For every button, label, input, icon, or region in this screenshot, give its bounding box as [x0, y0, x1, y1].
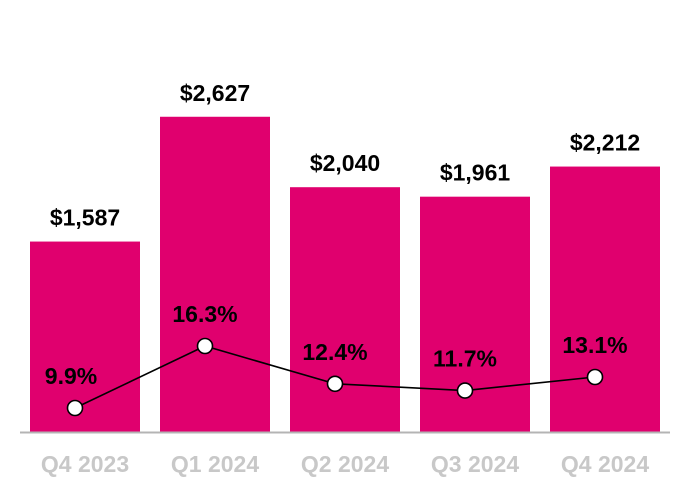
- bars-layer: [30, 116, 660, 432]
- percentage-label: 13.1%: [562, 332, 627, 358]
- bar-value-label: $1,961: [440, 160, 511, 186]
- percentage-label: 9.9%: [45, 363, 97, 389]
- x-tick-label: Q4 2024: [561, 451, 649, 477]
- percentage-label: 12.4%: [302, 339, 367, 365]
- line-series-layer: [66, 337, 604, 417]
- bar-value-label: $2,212: [570, 130, 640, 156]
- percentage-label: 16.3%: [172, 301, 237, 327]
- percentage-marker: [456, 382, 474, 399]
- bar-value-label: $2,627: [180, 80, 250, 106]
- x-tick-label: Q1 2024: [171, 451, 259, 477]
- x-tick-label: Q4 2023: [41, 451, 129, 477]
- bar-q2-2024: [290, 187, 400, 432]
- x-tick-label: Q2 2024: [301, 451, 389, 477]
- percentage-marker: [586, 368, 604, 386]
- percentage-label: 11.7%: [433, 346, 497, 372]
- x-tick-label: Q3 2024: [431, 451, 519, 477]
- bar-q4-2023: [30, 241, 140, 432]
- bar-value-label: $2,040: [310, 150, 380, 176]
- bar-q1-2024: [160, 116, 270, 432]
- labels-layer: $1,587 Q4 2023 $2,627 Q1 2024 $2,040 Q2 2024 $…: [41, 80, 649, 477]
- percentage-marker: [196, 337, 214, 355]
- percentage-marker: [326, 375, 344, 393]
- percentage-marker: [66, 399, 84, 417]
- bar-value-label: $1,587: [50, 205, 120, 231]
- bar-q3-2024: [420, 196, 530, 432]
- bar-q4-2024: [550, 166, 660, 432]
